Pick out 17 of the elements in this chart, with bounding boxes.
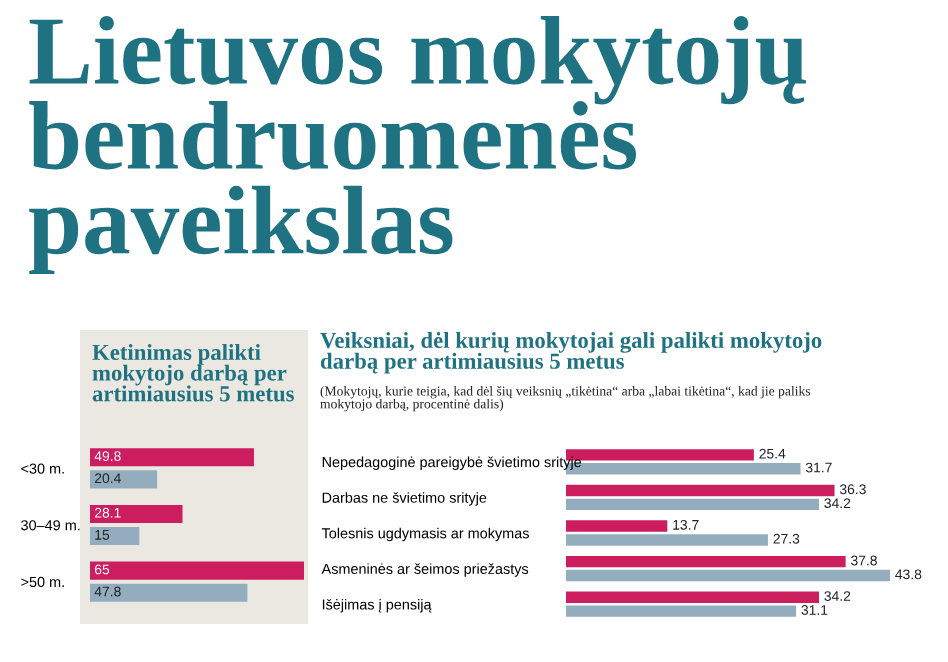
bar xyxy=(90,583,248,602)
bar xyxy=(566,534,768,546)
text: Lietuvos mokytojų bendruomenės paveikslas xyxy=(29,16,806,275)
bar xyxy=(90,526,140,546)
bar xyxy=(566,591,819,603)
bar xyxy=(566,484,835,497)
bar xyxy=(90,470,158,489)
chart-title: Veiksniai, dėl kurių mokytojai gali palikti mokytojo darbą per artimiausius 5 metus xyxy=(320,332,822,374)
bar xyxy=(566,569,890,582)
bar xyxy=(90,448,254,467)
bar xyxy=(566,520,668,532)
bar xyxy=(566,555,846,568)
bar xyxy=(90,561,304,580)
bar xyxy=(90,504,183,524)
bar xyxy=(566,498,819,511)
chart-title: Ketinimas palikti mokytojo darbą per artimiausius 5 metus xyxy=(92,344,294,402)
bar xyxy=(566,605,797,617)
